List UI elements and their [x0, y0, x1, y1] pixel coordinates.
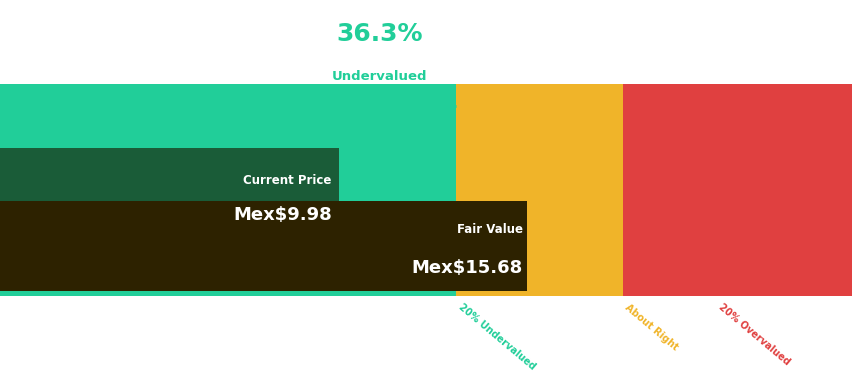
Bar — [0, 84, 456, 296]
Text: Mex$15.68: Mex$15.68 — [412, 260, 522, 277]
Bar — [622, 84, 852, 296]
Text: 36.3%: 36.3% — [336, 22, 423, 46]
Text: Fair Value: Fair Value — [457, 223, 522, 236]
Text: About Right: About Right — [622, 302, 679, 352]
Text: 20% Undervalued: 20% Undervalued — [456, 302, 537, 372]
Bar — [0, 148, 338, 241]
Text: Mex$9.98: Mex$9.98 — [233, 206, 331, 224]
Text: Undervalued: Undervalued — [331, 70, 427, 82]
Bar — [0, 201, 527, 291]
Text: 20% Overvalued: 20% Overvalued — [716, 302, 791, 367]
Bar — [456, 84, 622, 296]
Text: Current Price: Current Price — [243, 174, 331, 187]
